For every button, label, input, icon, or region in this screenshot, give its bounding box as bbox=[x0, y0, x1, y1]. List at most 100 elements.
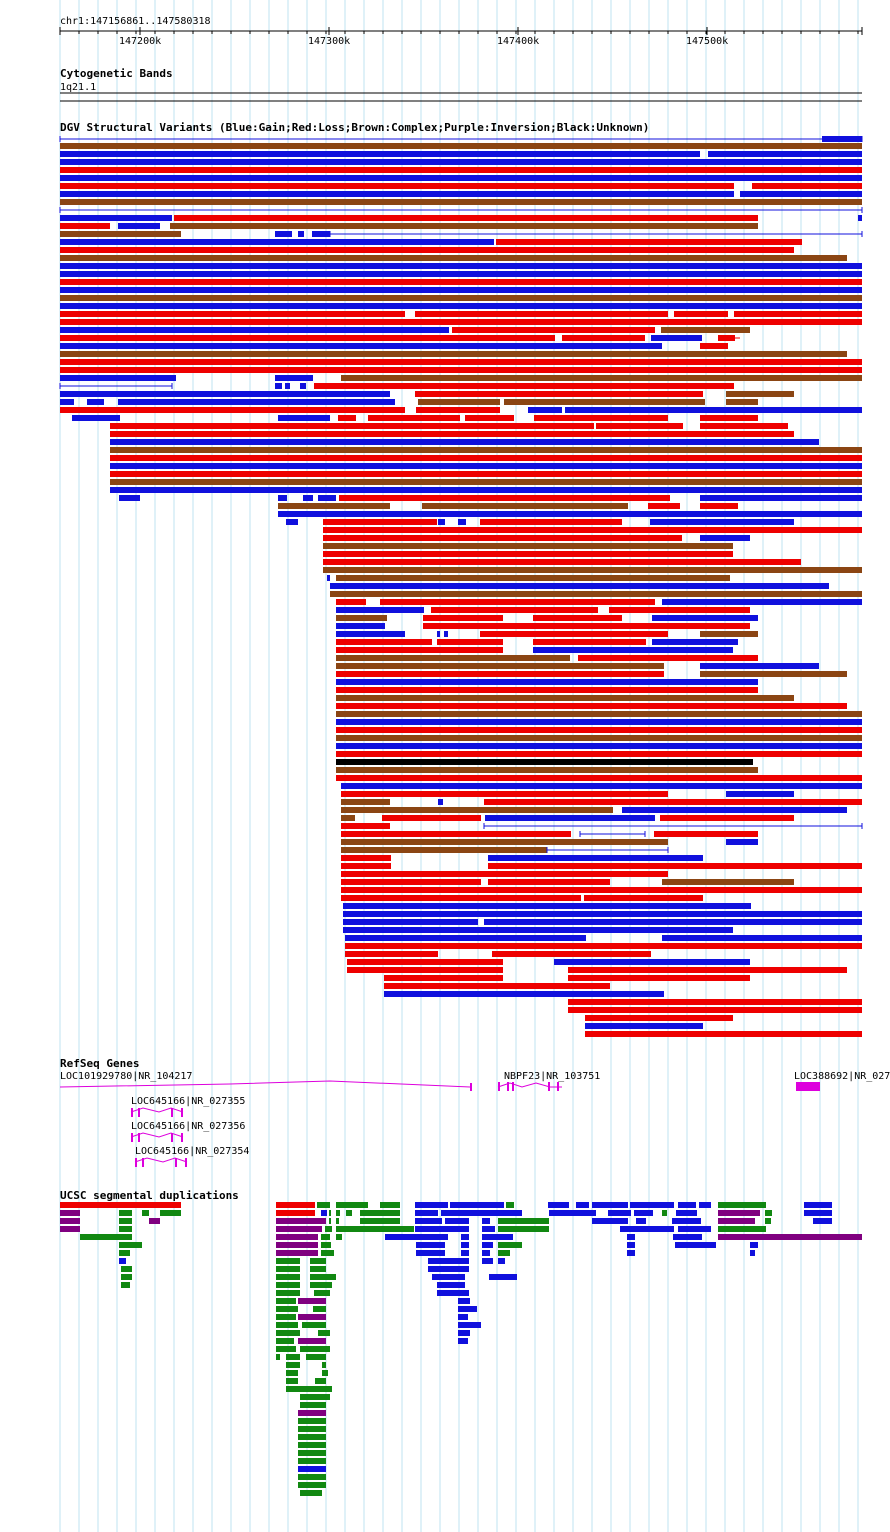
segdup-feature[interactable] bbox=[276, 1218, 326, 1224]
dgv-feature[interactable] bbox=[60, 279, 862, 285]
dgv-feature[interactable] bbox=[275, 375, 313, 381]
segdup-feature[interactable] bbox=[119, 1210, 132, 1216]
dgv-feature[interactable] bbox=[562, 335, 645, 341]
dgv-feature[interactable] bbox=[343, 903, 751, 909]
segdup-feature[interactable] bbox=[482, 1250, 490, 1256]
segdup-feature[interactable] bbox=[160, 1210, 181, 1216]
dgv-feature[interactable] bbox=[118, 223, 160, 229]
dgv-feature[interactable] bbox=[336, 623, 385, 629]
segdup-feature[interactable] bbox=[119, 1226, 132, 1232]
segdup-feature[interactable] bbox=[322, 1362, 326, 1368]
segdup-feature[interactable] bbox=[315, 1378, 326, 1384]
dgv-feature[interactable] bbox=[110, 431, 794, 437]
segdup-feature[interactable] bbox=[298, 1458, 326, 1464]
segdup-feature[interactable] bbox=[813, 1218, 832, 1224]
dgv-feature[interactable] bbox=[504, 399, 705, 405]
segdup-feature[interactable] bbox=[60, 1210, 80, 1216]
dgv-feature[interactable] bbox=[336, 671, 664, 677]
segdup-feature[interactable] bbox=[321, 1234, 330, 1240]
dgv-feature[interactable] bbox=[318, 495, 336, 501]
segdup-feature[interactable] bbox=[318, 1330, 330, 1336]
dgv-feature[interactable] bbox=[347, 967, 503, 973]
dgv-feature[interactable] bbox=[416, 407, 500, 413]
dgv-feature[interactable] bbox=[648, 503, 680, 509]
dgv-feature[interactable] bbox=[170, 223, 758, 229]
segdup-feature[interactable] bbox=[380, 1202, 400, 1208]
segdup-feature[interactable] bbox=[298, 1338, 326, 1344]
dgv-feature[interactable] bbox=[60, 335, 555, 341]
segdup-feature[interactable] bbox=[119, 1234, 132, 1240]
segdup-feature[interactable] bbox=[608, 1210, 631, 1216]
segdup-feature[interactable] bbox=[276, 1202, 315, 1208]
segdup-feature[interactable] bbox=[80, 1234, 119, 1240]
segdup-feature[interactable] bbox=[498, 1250, 510, 1256]
dgv-feature[interactable] bbox=[110, 423, 594, 429]
segdup-feature[interactable] bbox=[718, 1226, 766, 1232]
segdup-feature[interactable] bbox=[675, 1242, 716, 1248]
dgv-feature[interactable] bbox=[60, 159, 862, 165]
dgv-feature[interactable] bbox=[343, 919, 478, 925]
dgv-feature[interactable] bbox=[822, 136, 862, 142]
dgv-feature[interactable] bbox=[341, 879, 481, 885]
segdup-feature[interactable] bbox=[336, 1226, 414, 1232]
gene-feature-exon[interactable] bbox=[138, 1133, 140, 1142]
dgv-feature[interactable] bbox=[314, 383, 734, 389]
segdup-feature[interactable] bbox=[676, 1210, 697, 1216]
dgv-feature[interactable] bbox=[444, 631, 448, 637]
dgv-feature[interactable] bbox=[533, 615, 622, 621]
dgv-feature[interactable] bbox=[345, 943, 862, 949]
dgv-feature[interactable] bbox=[368, 415, 460, 421]
dgv-feature[interactable] bbox=[343, 911, 862, 917]
segdup-feature[interactable] bbox=[276, 1314, 296, 1320]
dgv-feature[interactable] bbox=[341, 375, 862, 381]
segdup-feature[interactable] bbox=[60, 1202, 181, 1208]
dgv-feature[interactable] bbox=[341, 887, 862, 893]
dgv-feature[interactable] bbox=[341, 863, 391, 869]
dgv-feature[interactable] bbox=[622, 807, 847, 813]
segdup-feature[interactable] bbox=[298, 1298, 326, 1304]
refseq-track[interactable]: RefSeq Genes LOC101929780|NR_104217 NBPF… bbox=[59, 1057, 890, 1167]
segdup-feature[interactable] bbox=[298, 1474, 326, 1480]
dgv-feature[interactable] bbox=[60, 175, 862, 181]
dgv-feature[interactable] bbox=[174, 215, 758, 221]
dgv-feature[interactable] bbox=[336, 767, 758, 773]
dgv-feature[interactable] bbox=[336, 695, 794, 701]
segdup-feature[interactable] bbox=[286, 1354, 300, 1360]
dgv-feature[interactable] bbox=[323, 527, 862, 533]
dgv-feature[interactable] bbox=[110, 487, 862, 493]
dgv-feature[interactable] bbox=[480, 631, 668, 637]
segdup-feature[interactable] bbox=[415, 1218, 442, 1224]
segdup-feature[interactable] bbox=[634, 1210, 653, 1216]
segdup-feature[interactable] bbox=[482, 1242, 493, 1248]
dgv-feature[interactable] bbox=[110, 447, 862, 453]
gene-feature-exon[interactable] bbox=[131, 1108, 133, 1117]
segdup-feature[interactable] bbox=[321, 1210, 327, 1216]
dgv-feature[interactable] bbox=[700, 343, 728, 349]
dgv-feature[interactable] bbox=[300, 383, 306, 389]
dgv-feature[interactable] bbox=[341, 839, 668, 845]
dgv-feature[interactable] bbox=[60, 319, 862, 325]
dgv-feature[interactable] bbox=[336, 775, 862, 781]
segdup-feature[interactable] bbox=[482, 1234, 513, 1240]
segdup-feature[interactable] bbox=[678, 1202, 696, 1208]
dgv-feature[interactable] bbox=[336, 607, 424, 613]
segdup-feature[interactable] bbox=[298, 1482, 326, 1488]
dgv-feature[interactable] bbox=[584, 895, 703, 901]
gene-label[interactable]: LOC645166|NR_027355 bbox=[131, 1096, 245, 1107]
segdup-feature[interactable] bbox=[416, 1250, 445, 1256]
dgv-feature[interactable] bbox=[60, 271, 862, 277]
dgv-feature[interactable] bbox=[60, 255, 847, 261]
segdup-feature[interactable] bbox=[149, 1218, 160, 1224]
gene-feature-exon[interactable] bbox=[138, 1108, 140, 1117]
segdup-feature[interactable] bbox=[276, 1234, 318, 1240]
segdup-feature[interactable] bbox=[415, 1210, 438, 1216]
dgv-feature[interactable] bbox=[431, 607, 598, 613]
segdup-feature[interactable] bbox=[437, 1282, 465, 1288]
gene-feature-exon[interactable] bbox=[512, 1082, 514, 1091]
dgv-feature[interactable] bbox=[341, 815, 355, 821]
segdup-feature[interactable] bbox=[119, 1250, 130, 1256]
segdup-feature[interactable] bbox=[276, 1330, 300, 1336]
dgv-feature[interactable] bbox=[458, 519, 466, 525]
dgv-feature[interactable] bbox=[60, 327, 449, 333]
dgv-feature[interactable] bbox=[110, 455, 862, 461]
